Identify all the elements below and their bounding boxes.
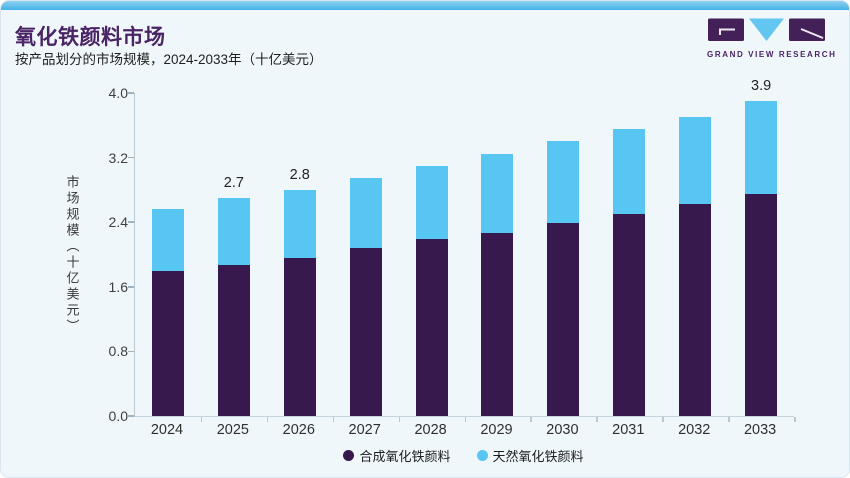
y-axis-tick — [128, 221, 134, 223]
legend-dot-natural — [476, 450, 488, 461]
x-axis-tick — [200, 417, 203, 422]
stacked-bar-2028 — [415, 165, 448, 416]
bar-segment-natural — [283, 189, 316, 258]
bar-group-2029 — [465, 93, 531, 416]
bar-value-label: 2.8 — [289, 166, 310, 183]
bar-group-2030 — [530, 93, 596, 416]
bar-segment-synthetic — [283, 257, 316, 416]
bar-segment-synthetic — [613, 214, 646, 416]
x-axis-label-2025: 2025 — [216, 422, 249, 438]
plot-area: 2.7 2.8 3.9 0.0 0.8 1.6 2.4 3.2 4.0 — [109, 78, 796, 424]
stacked-bar-2027 — [349, 177, 382, 416]
y-axis-tick-label: 4.0 — [108, 85, 128, 101]
gvr-logo-mark — [708, 18, 825, 41]
bar-segment-synthetic — [349, 248, 382, 416]
top-accent-bar — [1, 1, 849, 10]
page-subtitle: 按产品划分的市场规模，2024-2033年（十亿美元） — [15, 52, 323, 67]
logo-g-notch — [719, 28, 735, 35]
bar-group-2024 — [135, 93, 201, 416]
legend-item-synthetic: 合成氧化铁颜料 — [343, 446, 451, 465]
x-axis-label-2030: 2030 — [546, 422, 579, 438]
x-axis-tick — [398, 417, 401, 422]
x-axis-tick — [728, 417, 730, 422]
y-axis-tick-label: 0.0 — [108, 408, 128, 424]
logo-r-leg — [800, 28, 824, 39]
y-axis-tick-label: 1.6 — [108, 278, 128, 295]
legend-label-natural: 天然氧化铁颜料 — [492, 449, 584, 464]
bar-segment-synthetic — [547, 223, 580, 416]
x-axis-label-2033: 2033 — [743, 422, 777, 438]
y-axis-tick — [128, 286, 134, 288]
bar-segment-natural — [415, 165, 448, 240]
bar-group-2027 — [333, 93, 399, 416]
bar-segment-natural — [349, 177, 382, 249]
bar-segment-synthetic — [217, 265, 250, 416]
y-axis-tick-label: 2.4 — [108, 214, 128, 231]
logo-v-triangle — [749, 18, 784, 41]
y-axis-tick — [128, 92, 134, 94]
x-axis-labels: 2024 2025 2026 2027 2028 2029 2030 2031 2032 2033 — [134, 422, 793, 438]
bar-group-2031 — [596, 93, 662, 416]
bar-segment-natural — [745, 101, 778, 194]
stacked-bar-2031 — [613, 129, 646, 416]
x-axis-tick — [530, 417, 532, 422]
page-title: 氧化铁颜料市场 — [15, 26, 166, 49]
bar-group-2028 — [399, 93, 465, 416]
logo-wordmark: GRAND VIEW RESEARCH — [707, 50, 837, 59]
x-axis-tick — [794, 417, 796, 422]
chart-legend: 合成氧化铁颜料 天然氧化铁颜料 — [134, 446, 793, 465]
bar-segment-natural — [217, 197, 250, 265]
stacked-bar-2024 — [151, 209, 184, 416]
x-axis-tick — [464, 417, 466, 422]
x-axis-label-2029: 2029 — [480, 422, 513, 438]
x-axis-tick — [266, 417, 269, 422]
bar-series-container: 2.7 2.8 3.9 — [135, 78, 794, 416]
bar-group-2025: 2.7 — [201, 93, 267, 416]
bar-group-2033: 3.9 — [728, 78, 794, 416]
x-axis-label-2024: 2024 — [150, 422, 184, 438]
legend-label-synthetic: 合成氧化铁颜料 — [359, 449, 451, 464]
stacked-bar-2029 — [481, 154, 514, 416]
bar-segment-natural — [613, 129, 646, 215]
x-axis-label-2026: 2026 — [282, 422, 315, 438]
gvr-logo: GRAND VIEW RESEARCH — [707, 18, 837, 59]
bar-value-label: 3.9 — [751, 78, 772, 95]
bar-segment-natural — [151, 209, 184, 272]
bar-segment-natural — [679, 117, 712, 205]
stacked-bar-2030 — [547, 141, 580, 416]
y-axis-title: 市场规模（十亿美元） — [64, 174, 80, 335]
bar-segment-synthetic — [745, 193, 778, 416]
bar-value-label: 2.7 — [223, 174, 244, 191]
y-axis-tick — [128, 350, 134, 353]
x-axis-label-2028: 2028 — [414, 422, 447, 438]
x-axis-tick — [332, 417, 335, 422]
legend-item-natural: 天然氧化铁颜料 — [476, 446, 584, 465]
y-axis-tick-label: 3.2 — [108, 149, 128, 166]
stacked-bar-2025 — [217, 197, 250, 416]
bar-segment-natural — [547, 141, 580, 224]
bar-segment-synthetic — [679, 204, 712, 416]
stacked-bar-2033 — [745, 101, 778, 416]
bar-segment-synthetic — [151, 271, 184, 416]
bar-segment-synthetic — [481, 232, 514, 416]
x-axis-label-2027: 2027 — [348, 422, 381, 438]
stacked-bar-2026 — [283, 189, 316, 416]
x-axis-label-2031: 2031 — [612, 422, 645, 438]
stacked-bar-2032 — [679, 117, 712, 416]
legend-dot-synthetic — [343, 450, 355, 461]
y-axis-tick-label: 0.8 — [108, 343, 128, 360]
x-axis-label-2032: 2032 — [678, 422, 711, 438]
bar-group-2026: 2.8 — [267, 93, 333, 416]
x-axis-tick — [596, 417, 598, 422]
x-axis-tick — [662, 417, 664, 422]
bar-group-2032 — [662, 93, 728, 416]
y-axis-tick — [128, 156, 134, 159]
bar-segment-natural — [481, 154, 514, 233]
bar-segment-synthetic — [415, 239, 448, 416]
y-axis-tick — [128, 415, 134, 417]
